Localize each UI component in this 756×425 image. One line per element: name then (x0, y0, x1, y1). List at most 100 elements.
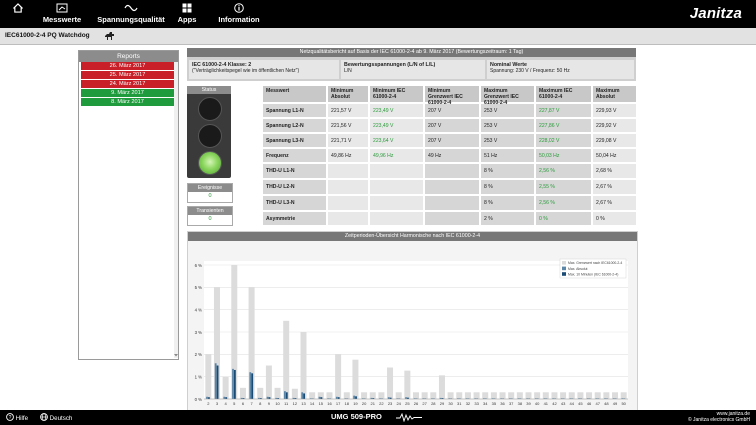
website-link[interactable]: www.janitza.de (716, 411, 750, 417)
legend-entry: Max. 10 Minuten (IEC 61000-2-4) (568, 272, 618, 276)
max-absolute-bar (335, 396, 338, 399)
table-cell: 2,68 % (593, 164, 636, 178)
reports-list: 26. März 2017 25. März 2017 24. März 2017 9… (79, 62, 178, 107)
max-absolute-bar (240, 397, 243, 399)
limit-bar (265, 365, 272, 399)
yellow-lamp (198, 124, 222, 148)
y-tick-label: 5 % (195, 285, 203, 290)
report-item[interactable]: 24. März 2017 (81, 80, 174, 89)
table-cell (425, 180, 479, 194)
x-tick-label: 48 (604, 401, 609, 406)
limit-bar (239, 387, 246, 399)
max-absolute-bar (543, 398, 546, 399)
max-absolute-bar (214, 363, 217, 399)
x-tick-label: 32 (466, 401, 471, 406)
max-10min-bar (242, 398, 245, 399)
max-10min-bar (225, 397, 228, 399)
max-absolute-bar (413, 398, 416, 399)
report-item[interactable]: 8. März 2017 (81, 98, 174, 107)
nav-apps[interactable]: Apps (174, 3, 200, 24)
max-10min-bar (372, 398, 375, 399)
x-tick-label: 19 (353, 401, 358, 406)
class-desc: ("Verträglichkeitspegel wie im öffentlic… (192, 68, 300, 74)
nav-information[interactable]: Information (214, 3, 264, 24)
x-tick-label: 33 (474, 401, 479, 406)
x-tick-label: 13 (301, 401, 306, 406)
report-item[interactable]: 25. März 2017 (81, 71, 174, 80)
limit-bar (335, 354, 342, 399)
table-cell: 207 V (425, 134, 479, 147)
table-cell: 229,08 V (593, 134, 636, 147)
x-tick-label: 20 (362, 401, 367, 406)
x-tick-label: 23 (388, 401, 393, 406)
svg-text:?: ? (9, 415, 12, 421)
help-icon: ? (6, 413, 14, 421)
table-row: THD-U L2-N 8 % 2,55 % 2,67 % (263, 180, 636, 194)
table-cell: 49,96 Hz (370, 149, 423, 162)
max-absolute-bar (284, 391, 286, 399)
y-tick-label: 1 % (195, 374, 203, 379)
table-cell (370, 212, 423, 225)
table-cell: 207 V (425, 119, 479, 132)
legend-entry: Max. Absolut (568, 267, 587, 271)
limit-bar (568, 392, 575, 399)
x-tick-label: 43 (561, 401, 566, 406)
max-absolute-bar (232, 368, 234, 399)
limit-bar (482, 392, 489, 399)
max-10min-bar (233, 369, 236, 399)
table-cell: 49 Hz (425, 149, 479, 162)
report-item[interactable]: 9. März 2017 (81, 89, 174, 98)
table-cell: 227,86 V (536, 119, 591, 132)
max-absolute-bar (223, 396, 226, 399)
max-absolute-bar (517, 398, 520, 399)
reports-title: Reports (79, 51, 178, 62)
nav-messwerte[interactable]: Messwerte (40, 3, 84, 24)
max-absolute-bar (266, 396, 269, 399)
max-10min-bar (259, 398, 262, 399)
plot-area (204, 261, 628, 399)
max-10min-bar (441, 398, 444, 399)
x-tick-label: 47 (595, 401, 600, 406)
legend-swatch (562, 272, 566, 276)
harmonics-chart-svg: 0 %1 %2 %3 %4 %5 %6 %2 3 4 5 6 7 8 9 10 11 12 13 14 1… (195, 258, 628, 406)
table-cell: 2,56 % (536, 164, 591, 178)
x-tick-label: 46 (587, 401, 592, 406)
report-info-panel: Netzqualitätsbericht auf Basis der IEC 6… (187, 48, 636, 81)
table-cell: 51 Hz (481, 149, 534, 162)
events-box[interactable]: Ereignisse 0 (187, 183, 233, 203)
max-absolute-bar (491, 398, 494, 399)
max-absolute-bar (318, 396, 321, 399)
limit-bar (222, 376, 229, 399)
reports-scrollbar[interactable] (174, 62, 178, 358)
table-cell (425, 164, 479, 178)
nominal-cell: Nominal Werte Spannung: 230 V / Frequenz… (487, 60, 634, 79)
limit-bar (456, 392, 463, 399)
x-tick-label: 41 (544, 401, 549, 406)
x-tick-label: 17 (336, 401, 341, 406)
home-button[interactable] (6, 3, 30, 15)
copyright-block: www.janitza.de © Janitza electronics Gmb… (688, 411, 750, 423)
table-header-cell: Maximum Grenzwert IEC 61000-2-4 (481, 86, 534, 106)
harmonics-chart: Zeitperioden-Übersicht Harmonische nach … (187, 231, 638, 412)
class-title: IEC 61000-2-4 Klasse: 2 (192, 62, 252, 68)
gauge-icon (56, 3, 68, 13)
language-button[interactable]: Deutsch (40, 413, 72, 422)
x-tick-label: 15 (319, 401, 324, 406)
table-cell: 50,04 Hz (593, 149, 636, 162)
max-absolute-bar (508, 398, 511, 399)
x-tick-label: 31 (457, 401, 462, 406)
nav-spannungsqualitaet[interactable]: Spannungsqualität (94, 3, 168, 24)
transients-box[interactable]: Transienten 0 (187, 206, 233, 226)
x-tick-label: 26 (414, 401, 419, 406)
max-absolute-bar (586, 398, 589, 399)
x-tick-label: 7 (250, 401, 253, 406)
help-button[interactable]: ? Hilfe (6, 413, 28, 422)
max-10min-bar (355, 396, 357, 399)
table-cell (328, 196, 368, 210)
waveform-logo-icon (396, 413, 422, 422)
max-10min-bar (389, 397, 392, 399)
report-item[interactable]: 26. März 2017 (81, 62, 174, 71)
max-10min-bar (294, 398, 297, 399)
